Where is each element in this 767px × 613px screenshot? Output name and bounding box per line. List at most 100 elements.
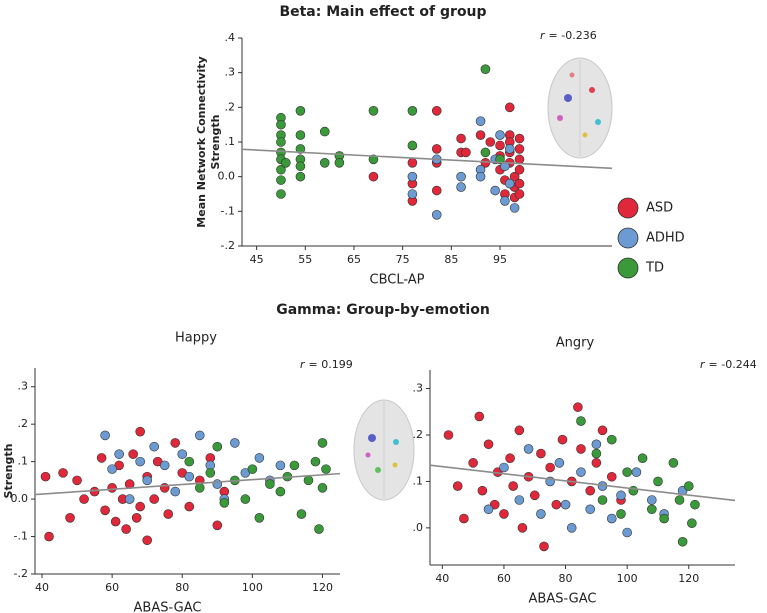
y-tick-label: .2 xyxy=(18,417,29,430)
point xyxy=(499,509,509,519)
point xyxy=(591,458,602,468)
y-tick-label: .1 xyxy=(18,455,29,468)
point xyxy=(573,402,583,412)
point xyxy=(100,430,110,441)
point xyxy=(184,456,195,467)
point xyxy=(474,411,485,422)
point xyxy=(500,161,510,172)
point xyxy=(96,453,107,463)
point xyxy=(407,189,418,199)
r-value: = -0.244 xyxy=(709,358,757,371)
point xyxy=(545,462,555,473)
point xyxy=(170,486,181,497)
point xyxy=(456,133,466,144)
point xyxy=(368,106,379,116)
x-tick-label: 55 xyxy=(298,253,312,266)
legend-label: TD xyxy=(645,261,664,276)
point xyxy=(107,464,117,474)
point xyxy=(459,513,469,524)
point xyxy=(163,509,174,519)
point xyxy=(407,171,418,182)
r-annotation: r = 0.199 xyxy=(300,358,353,371)
point xyxy=(276,189,286,199)
point xyxy=(647,495,657,505)
point xyxy=(230,438,240,448)
point xyxy=(523,444,534,454)
point xyxy=(276,137,286,147)
point xyxy=(597,495,608,505)
point xyxy=(504,102,515,113)
y-tick-label: -.1 xyxy=(14,530,28,543)
y-tick-label: .1 xyxy=(413,474,424,487)
point xyxy=(566,523,577,533)
point xyxy=(536,448,546,459)
point xyxy=(475,116,486,126)
point xyxy=(539,541,549,552)
point xyxy=(674,495,685,505)
point xyxy=(321,464,331,474)
point xyxy=(295,106,306,116)
r-value: = 0.199 xyxy=(309,358,353,371)
panel: Gamma: Group-by-emotion Happy .3 .2 .1 0.0 -.1… xyxy=(0,302,490,613)
y-tick-label: .2 xyxy=(413,428,424,441)
point xyxy=(317,483,328,493)
point xyxy=(483,439,494,450)
legend-label: ADHD xyxy=(646,231,685,246)
point xyxy=(142,475,152,486)
trend-line xyxy=(241,148,613,170)
point xyxy=(514,189,525,199)
point xyxy=(407,106,418,116)
y-tick-label: .2 xyxy=(225,100,236,113)
point xyxy=(295,171,306,182)
x-tick-label: 120 xyxy=(312,581,333,594)
point xyxy=(659,513,669,524)
point xyxy=(514,144,525,154)
point xyxy=(212,520,223,531)
y-tick-label: -.1 xyxy=(221,204,235,217)
point xyxy=(505,453,515,464)
point xyxy=(219,498,230,508)
y-tick-label: -.2 xyxy=(14,567,28,580)
point xyxy=(622,527,632,538)
point xyxy=(254,513,265,523)
y-tick-label: 0.0 xyxy=(11,492,29,505)
legend-marker xyxy=(617,257,639,279)
point xyxy=(368,154,379,165)
point xyxy=(128,449,138,459)
x-tick-label: 95 xyxy=(493,253,507,266)
point xyxy=(576,444,586,454)
x-tick-label: 40 xyxy=(35,581,49,594)
x-axis-label: ABAS-GAC xyxy=(529,592,597,607)
point xyxy=(135,426,145,437)
point xyxy=(135,501,145,512)
point xyxy=(554,458,565,468)
x-axis-label: CBCL-AP xyxy=(370,273,425,288)
brain-icon-beta xyxy=(547,57,613,159)
panel-title: Angry xyxy=(556,336,595,351)
point xyxy=(431,185,442,196)
point xyxy=(177,449,188,459)
point xyxy=(500,196,510,206)
point xyxy=(514,133,525,144)
point xyxy=(508,481,518,491)
point xyxy=(205,468,216,478)
point xyxy=(275,460,286,471)
point xyxy=(407,140,418,151)
point xyxy=(480,64,491,74)
point xyxy=(677,536,688,547)
x-tick-label: 60 xyxy=(497,572,511,585)
point xyxy=(456,171,466,182)
legend-marker xyxy=(617,227,639,249)
point xyxy=(495,140,505,151)
point xyxy=(514,154,525,165)
point xyxy=(121,524,131,534)
point xyxy=(514,425,525,436)
point xyxy=(483,504,494,515)
point xyxy=(495,154,505,165)
r-annotation: r = -0.236 xyxy=(540,29,597,42)
x-tick-label: 60 xyxy=(105,581,119,594)
y-tick-label: .1 xyxy=(225,135,236,148)
trend-line xyxy=(34,472,341,496)
point xyxy=(606,471,617,482)
